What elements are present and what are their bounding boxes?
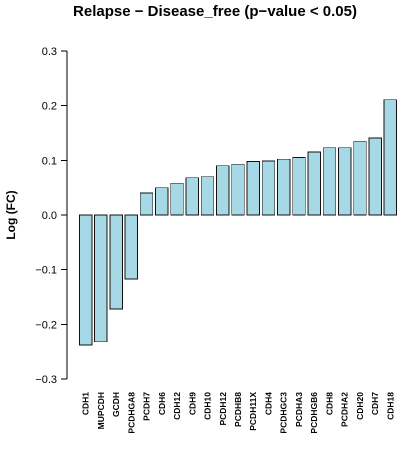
y-tick-label: 0.1 xyxy=(42,155,57,167)
bar-cdh6 xyxy=(155,187,169,216)
y-tick-label: 0.2 xyxy=(42,101,57,113)
x-tick-label: PCDHB8 xyxy=(233,392,243,427)
x-tick-label: CDH20 xyxy=(355,392,365,420)
chart-title: Relapse − Disease_free (p−value < 0.05) xyxy=(73,3,357,20)
bar-pcdh12 xyxy=(216,165,230,216)
x-tick-label: MUPCDH xyxy=(96,392,106,429)
bar-cdh20 xyxy=(353,140,367,216)
x-tick-label: CDH10 xyxy=(203,392,213,420)
y-axis-label: Log (FC) xyxy=(4,190,18,239)
bar-cdh1 xyxy=(78,214,93,346)
bar-cdh9 xyxy=(185,177,199,216)
x-tick-label: CDH1 xyxy=(81,392,91,415)
bar-cdh8 xyxy=(322,147,337,216)
y-tick-label: −0.3 xyxy=(35,374,57,386)
bars-group xyxy=(78,99,398,346)
x-tick-label: PCDHGA8 xyxy=(126,392,136,434)
bar-pcdhb8 xyxy=(231,163,245,216)
x-tick-label: CDH12 xyxy=(172,392,182,420)
bar-pcdhgc3 xyxy=(277,158,291,216)
bar-pcdh11x xyxy=(246,161,260,216)
x-tick-label: CDH8 xyxy=(324,392,334,415)
x-axis-labels: CDH1 MUPCDH GCDH PCDHGA8 PCDH7 CDH6 CDH12 CDH9 C… xyxy=(81,392,396,434)
x-tick-label: PCDH11X xyxy=(248,392,258,431)
x-tick-label: PCDH12 xyxy=(218,392,228,426)
bar-cdh4 xyxy=(261,160,276,216)
x-tick-label: PCDHA2 xyxy=(340,392,350,427)
y-tick-label: −0.2 xyxy=(35,319,57,331)
bar-cdh18 xyxy=(383,99,398,216)
bar-cdh12 xyxy=(170,182,184,216)
bar-cdh7 xyxy=(368,137,382,216)
x-tick-label: CDH6 xyxy=(157,392,167,415)
x-tick-label: CDH9 xyxy=(187,392,197,415)
y-axis: −0.3 −0.2 −0.1 0.0 0.1 0.2 0.3 xyxy=(35,46,68,386)
x-tick-label: CDH7 xyxy=(370,392,380,415)
bar-pcdha2 xyxy=(338,147,352,216)
bar-pcdh7 xyxy=(139,192,154,216)
x-tick-label: GCDH xyxy=(111,392,121,417)
bar-pcdhga8 xyxy=(124,214,138,280)
y-tick-label: −0.1 xyxy=(35,265,57,277)
x-tick-label: PCDHGC3 xyxy=(279,392,289,434)
bar-mupcdh xyxy=(94,214,108,343)
x-tick-label: PCDH7 xyxy=(142,392,152,421)
x-tick-label: PCDHGB6 xyxy=(309,392,319,434)
bar-gcdh xyxy=(109,214,123,310)
x-tick-label: CDH4 xyxy=(263,392,273,415)
bar-pcdha3 xyxy=(292,157,306,216)
y-tick-label: 0.3 xyxy=(42,46,57,58)
bar-cdh10 xyxy=(200,176,215,216)
x-tick-label: CDH18 xyxy=(385,392,395,420)
x-tick-label: PCDHA3 xyxy=(294,392,304,427)
bar-pcdhgb6 xyxy=(307,151,321,216)
y-tick-label: 0.0 xyxy=(42,210,57,222)
